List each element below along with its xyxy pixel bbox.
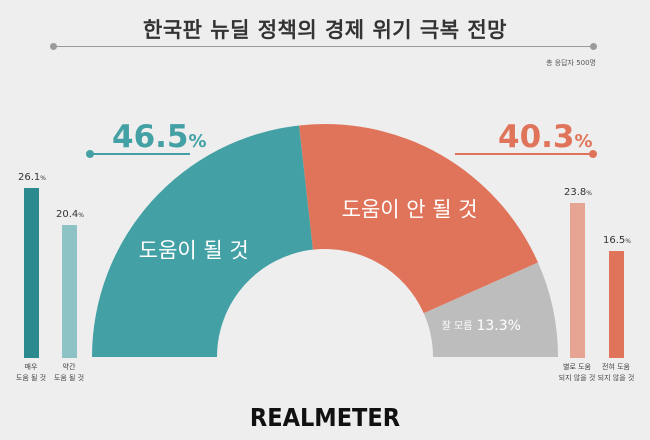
negative-big-percent-symbol: % — [574, 131, 593, 152]
positive-big-percent: 46.5% — [112, 119, 207, 155]
breakdown-value-symbol-0: % — [40, 175, 46, 182]
negative-big-percent-value: 40.3 — [498, 119, 575, 155]
slice-label-1: 도움이 안 될 것 — [342, 198, 478, 222]
title-underline-dot-right — [590, 43, 597, 50]
positive-big-percent-symbol: % — [188, 131, 207, 152]
breakdown-label-line-3-1: 되지 않을 것 — [597, 374, 635, 382]
breakdown-label-line-1-0: 약간 — [62, 363, 76, 371]
slice-label-0: 도움이 될 것 — [139, 238, 249, 262]
slice-0 — [92, 125, 313, 357]
breakdown-value-1: 20.4% — [50, 209, 90, 220]
breakdown-value-symbol-2: % — [586, 189, 592, 197]
breakdown-label-line-2-1: 되지 않을 것 — [558, 374, 596, 382]
slice-label-2: 잘 모름 — [442, 320, 473, 332]
title-underline — [54, 46, 594, 47]
page-title: 한국판 뉴딜 정책의 경제 위기 극복 전망 — [143, 18, 507, 42]
title-underline-dot-left — [50, 43, 57, 50]
breakdown-bar-2 — [570, 202, 585, 358]
breakdown-value-number-2: 23.8 — [564, 186, 587, 198]
breakdown-value-number-1: 20.4 — [56, 209, 79, 221]
negative-callout-dot — [589, 150, 597, 158]
breakdown-value-number-3: 16.5 — [603, 234, 626, 246]
breakdown-label-line-2-0: 별로 도움 — [563, 363, 591, 371]
realmeter-logo: REALMETER — [249, 403, 401, 432]
breakdown-value-3: 16.5% — [597, 235, 637, 246]
breakdown-value-symbol-1: % — [78, 212, 84, 220]
positive-big-percent-value: 46.5 — [112, 119, 189, 155]
breakdown-value-2: 23.8% — [558, 187, 598, 198]
positive-callout-line — [90, 153, 190, 155]
slice-1 — [299, 123, 538, 314]
slice-2 — [423, 262, 558, 357]
negative-big-percent: 40.3% — [498, 119, 593, 155]
breakdown-bar-3 — [609, 250, 624, 358]
breakdown-bar-0 — [24, 188, 39, 358]
breakdown-value-number-0: 26.1 — [18, 172, 41, 183]
breakdown-label-line-0-1: 도움 될 것 — [15, 374, 47, 382]
breakdown-label-line-0-0: 매우 — [24, 363, 38, 371]
negative-callout-line — [455, 153, 593, 155]
slice-value-2: 13.3% — [476, 318, 520, 334]
breakdown-label-line-1-1: 도움 될 것 — [53, 374, 85, 382]
respondent-count: 총 응답자 500명 — [545, 59, 596, 67]
positive-callout-dot — [86, 150, 94, 158]
breakdown-value-symbol-3: % — [625, 237, 631, 245]
breakdown-label-line-3-0: 전혀 도움 — [602, 363, 630, 371]
breakdown-value-0: 26.1% — [12, 172, 52, 183]
breakdown-bar-1 — [62, 225, 77, 358]
